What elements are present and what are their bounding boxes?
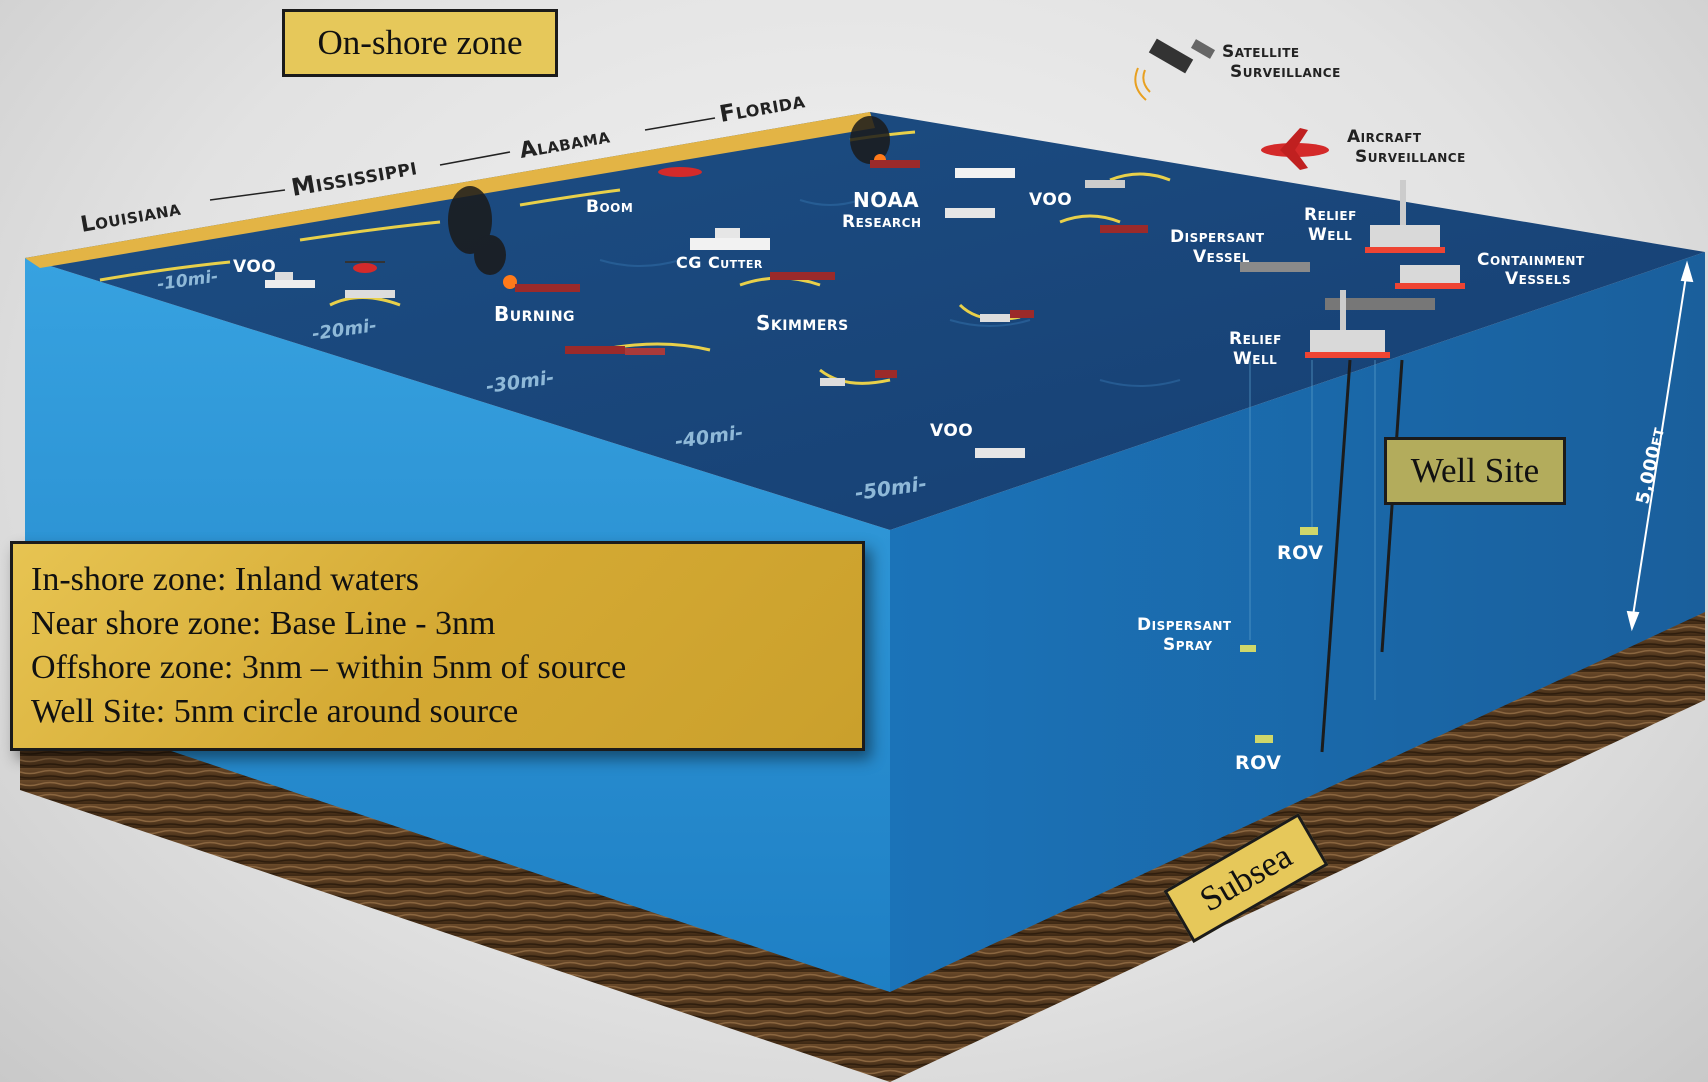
satellite-icon [1134,38,1216,101]
label-satellite-2: Surveillance [1230,62,1341,82]
label-dispersant-vessel-2: Vessel [1193,247,1250,267]
label-containment-1: Containment [1477,250,1585,270]
label-relief-well-1b: Well [1308,225,1352,245]
vessels [265,160,1435,458]
aircraft-icon [658,167,702,177]
onshore-zone-label: On-shore zone [282,9,558,77]
ship-icon [980,310,1034,322]
ship-icon [975,448,1025,458]
state-louisiana: Louisiana [79,196,183,238]
ship-icon [690,228,770,250]
label-dispersant-spray-2: Spray [1163,635,1213,655]
rov-icon [1255,735,1273,743]
legend-line-inshore: In-shore zone: Inland waters [31,561,420,598]
zone-legend-box: In-shore zone: Inland waters Near shore … [10,541,865,751]
label-rov-2: ROV [1235,752,1281,774]
label-noaa-1: NOAA [853,188,919,212]
ship-icon [1085,180,1125,188]
label-boom: Boom [586,197,633,217]
label-dispersant-spray-1: Dispersant [1137,615,1232,635]
ship-icon [820,370,897,386]
well-site-label: Well Site [1384,437,1566,505]
ship-icon [870,160,920,168]
ship-icon [1100,225,1148,233]
label-dispersant-vessel-1: Dispersant [1170,227,1265,247]
state-alabama: Alabama [518,123,612,163]
rov-icon [1300,527,1318,535]
label-voo-3: VOO [930,421,973,441]
label-rov-1: ROV [1277,542,1323,564]
drilling-rig-icon [1305,290,1390,358]
ship-icon [1240,262,1310,272]
sea-surface [25,112,1705,530]
ship-icon [345,290,395,298]
helicopter-icon [345,261,385,273]
label-containment-2: Vessels [1505,269,1571,289]
ship-icon [265,272,315,288]
label-aircraft-1: Aircraft [1347,127,1422,147]
label-satellite-1: Satellite [1222,42,1300,62]
ship-icon [1325,298,1435,310]
label-aircraft-2: Surveillance [1355,147,1466,167]
smoke-plumes [448,116,890,275]
label-burning: Burning [494,302,575,326]
drilling-rig-icon [1395,265,1465,289]
rov-tethers [1249,360,1376,700]
shoreline [25,112,875,268]
ship-icon [565,346,665,355]
legend-line-wellsite: Well Site: 5nm circle around source [31,693,519,730]
legend-line-nearshore: Near shore zone: Base Line - 3nm [31,605,496,642]
state-florida: Florida [718,87,808,128]
legend-line-offshore: Offshore zone: 3nm – within 5nm of sourc… [31,649,627,686]
aircraft-icon [1261,128,1329,170]
depth-arrow [1626,260,1694,632]
label-skimmers: Skimmers [756,311,849,335]
label-noaa-2: Research [842,212,922,232]
label-relief-well-2b: Well [1233,349,1277,369]
ship-icon [955,168,1015,178]
ship-icon [945,208,995,218]
label-relief-well-2a: Relief [1229,329,1282,349]
drilling-rig-icon [1365,180,1445,253]
label-voo-1: VOO [1029,190,1072,210]
label-cg-cutter: CG Cutter [676,253,763,272]
surface-ripples [599,199,1181,387]
seabed-front [20,700,890,1082]
label-voo-2: VOO [233,257,276,277]
rov-icon [1240,645,1256,652]
riser-pipes [1320,359,1404,753]
ship-icon [770,272,835,280]
label-relief-well-1a: Relief [1304,205,1357,225]
ship-icon [515,284,580,292]
